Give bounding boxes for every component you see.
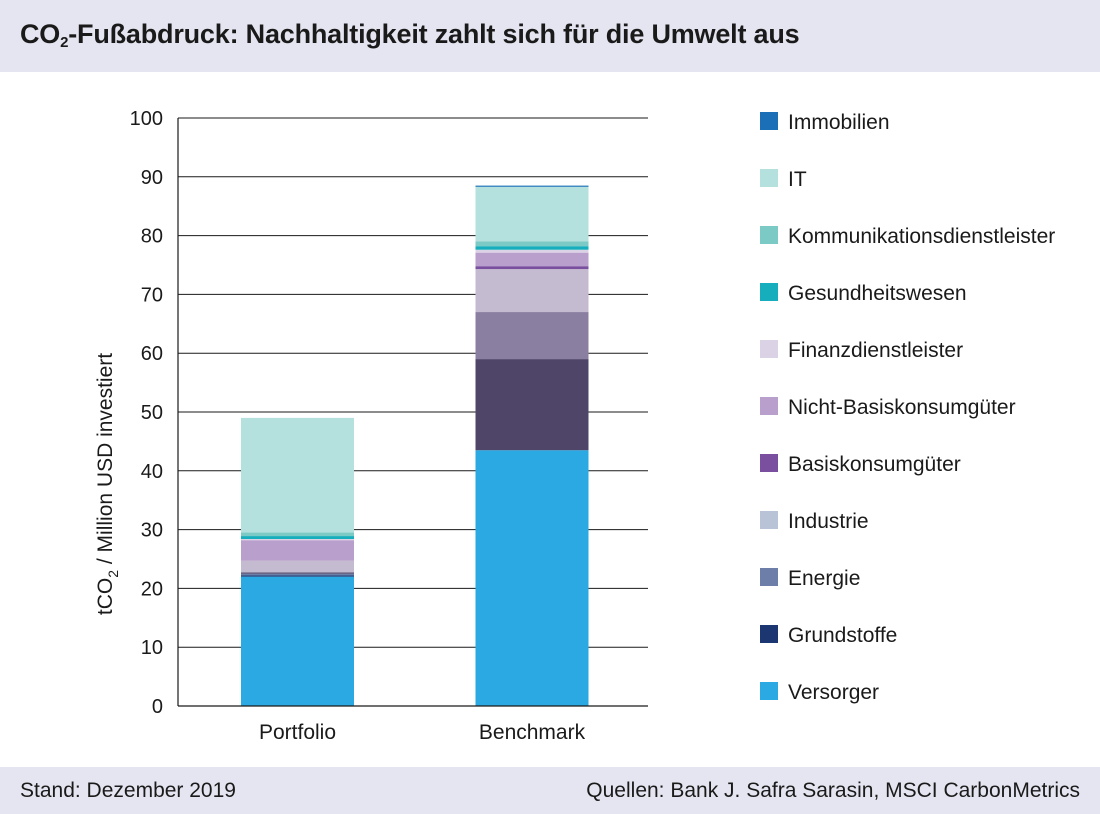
legend-swatch (760, 568, 778, 586)
bar-segment (475, 252, 589, 267)
legend-label: Nicht-Basiskonsumgüter (788, 396, 1016, 419)
bar-segment (241, 540, 354, 561)
y-tick-label: 80 (141, 226, 163, 248)
legend-swatch (760, 169, 778, 187)
y-tick-label: 50 (141, 402, 163, 424)
bar-segment (475, 241, 589, 247)
y-axis-label: tCO2 / Million USD investiert (94, 353, 121, 615)
x-category-label: Benchmark (479, 721, 586, 744)
bar-segment (241, 560, 354, 573)
legend-swatch (760, 340, 778, 358)
bar-segment (475, 266, 589, 270)
title-bar: CO2-Fußabdruck: Nachhaltigkeit zahlt sic… (0, 0, 1100, 72)
legend-label: Kommunikationsdienstleister (788, 225, 1055, 248)
bar-segment (475, 359, 589, 451)
axes: 0 10 20 30 40 50 60 70 80 90 100 Portfolio Benchmark (130, 108, 648, 744)
bar-segment (241, 417, 354, 533)
legend-label: Finanzdienstleister (788, 339, 963, 362)
legend-label: Industrie (788, 510, 869, 533)
bar-segment (475, 450, 589, 706)
bar-segment (475, 246, 589, 250)
legend-label: Energie (788, 567, 860, 590)
bar-segment (241, 539, 354, 541)
chart-title: CO2-Fußabdruck: Nachhaltigkeit zahlt sic… (20, 19, 800, 51)
legend-swatch (760, 226, 778, 244)
footer-bar: Stand: Dezember 2019 Quellen: Bank J. Sa… (0, 767, 1100, 814)
y-tick-label: 70 (141, 284, 163, 306)
bar-segment (475, 269, 589, 313)
legend-label: Gesundheitswesen (788, 282, 967, 305)
bar-segment (475, 186, 589, 242)
y-tick-label: 30 (141, 520, 163, 542)
y-tick-label: 90 (141, 167, 163, 189)
y-tick-label: 100 (130, 108, 163, 130)
bar-segment (241, 573, 354, 576)
legend-swatch (760, 454, 778, 472)
x-category-label: Portfolio (259, 721, 336, 744)
bar-segment (475, 185, 589, 187)
legend-label: Grundstoffe (788, 624, 897, 647)
bars (241, 185, 589, 706)
legend-swatch (760, 682, 778, 700)
legend-label: Versorger (788, 681, 879, 704)
legend-swatch (760, 112, 778, 130)
legend-swatch (760, 283, 778, 301)
legend-label: Immobilien (788, 111, 890, 134)
y-tick-label: 60 (141, 343, 163, 365)
bar-segment (241, 536, 354, 540)
legend-swatch (760, 625, 778, 643)
legend-swatch (760, 511, 778, 529)
legend-label: Basiskonsumgüter (788, 453, 961, 476)
y-tick-label: 20 (141, 578, 163, 600)
legend-label: IT (788, 168, 807, 191)
y-tick-label: 40 (141, 461, 163, 483)
bar-segment (241, 572, 354, 574)
bar-segment (241, 575, 354, 577)
legend-swatch (760, 397, 778, 415)
legend: Immobilien IT Kommunikationsdienstleister G… (760, 111, 1055, 704)
bar-segment (475, 249, 589, 253)
y-tick-label: 10 (141, 637, 163, 659)
bar-segment (241, 532, 354, 537)
bar-segment (241, 576, 354, 706)
stacked-bar-chart: 0 10 20 30 40 50 60 70 80 90 100 Portfolio Benchmark… (94, 108, 1055, 744)
footer-sources: Quellen: Bank J. Safra Sarasin, MSCI Car… (586, 779, 1080, 802)
footer-date: Stand: Dezember 2019 (20, 779, 236, 802)
bar-segment (475, 312, 589, 360)
y-tick-label: 0 (152, 696, 163, 718)
